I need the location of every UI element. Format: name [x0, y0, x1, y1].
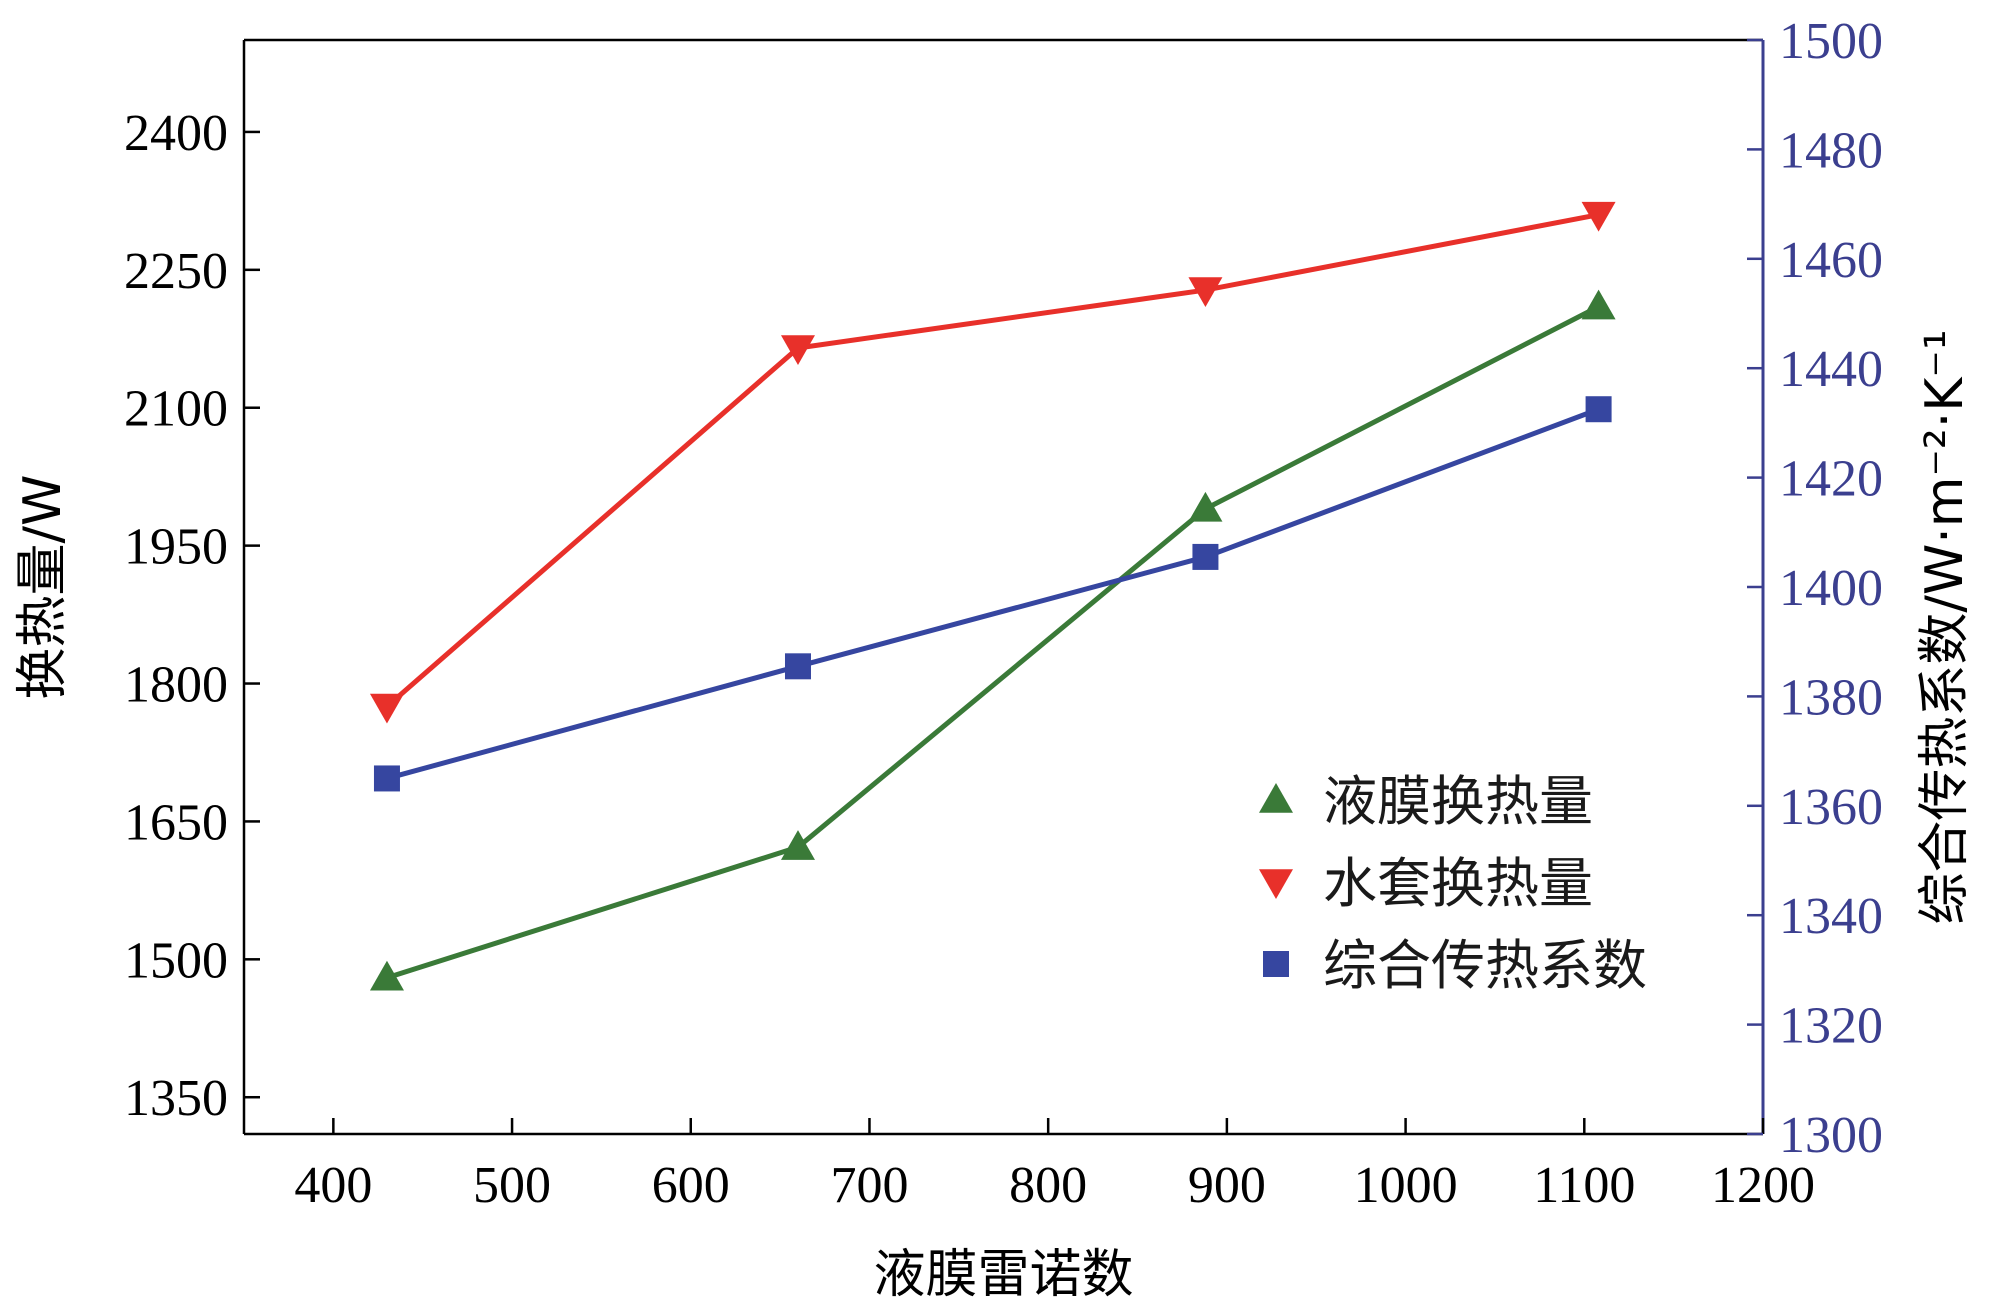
series-3	[373, 396, 1612, 792]
y-left-tick-label: 2100	[124, 381, 228, 438]
data-point	[784, 653, 811, 680]
data-point	[1188, 277, 1223, 308]
y-right-tick-label: 1480	[1779, 122, 1883, 179]
x-tick-label: 500	[473, 1157, 551, 1214]
y-right-axis-title: 综合传热系数/W·m⁻²·K⁻¹	[1915, 329, 1975, 924]
data-point	[1581, 201, 1616, 232]
data-point	[373, 765, 400, 792]
y-right-tick-label: 1340	[1779, 888, 1883, 945]
x-tick-label: 600	[652, 1157, 730, 1214]
series-line	[386, 304, 1600, 981]
y-right-tick-label: 1460	[1779, 232, 1883, 289]
y-right-tick-label: 1500	[1779, 13, 1883, 70]
x-tick-label: 400	[294, 1157, 372, 1214]
y-right-tick-label: 1360	[1779, 779, 1883, 836]
y-left-tick-label: 2400	[124, 105, 228, 162]
legend-marker	[1263, 951, 1289, 977]
y-left-tick-label: 2250	[124, 243, 228, 300]
y-left-axis-title: 换热量/W	[13, 475, 73, 700]
legend-marker	[1259, 783, 1293, 813]
data-point	[780, 335, 815, 365]
axes-layer: 400 500 600 700 800 900 1000 1100 1200 1350 1500 16…	[124, 13, 1883, 1214]
legend-label: 综合传热系数	[1323, 934, 1647, 997]
series-2	[369, 201, 1616, 724]
y-right-tick-label: 1320	[1779, 998, 1883, 1055]
x-axis-title: 液膜雷诺数	[873, 1245, 1133, 1305]
x-tick-label: 800	[1009, 1157, 1087, 1214]
legend-label: 水套换热量	[1323, 852, 1593, 915]
x-tick-label: 1000	[1354, 1157, 1458, 1214]
x-tick-label: 1100	[1533, 1157, 1635, 1214]
y-left-tick-label: 1950	[124, 519, 228, 576]
y-right-tick-label: 1420	[1779, 451, 1883, 508]
data-point	[1585, 396, 1612, 423]
data-point	[1581, 289, 1616, 320]
series-line	[385, 212, 1600, 709]
y-left-tick-label: 1800	[124, 657, 228, 714]
series-line	[386, 406, 1600, 781]
y-right-tick-label: 1300	[1779, 1107, 1883, 1164]
series-layer	[369, 201, 1616, 991]
y-right-tick-label: 1440	[1779, 341, 1883, 398]
y-right-tick-label: 1380	[1779, 669, 1883, 726]
y-right-tick-label: 1400	[1779, 560, 1883, 617]
y-left-tick-label: 1500	[124, 932, 228, 989]
data-point	[369, 960, 404, 991]
data-point	[1192, 543, 1219, 570]
series-1	[369, 289, 1616, 991]
x-tick-label: 700	[830, 1157, 908, 1214]
x-tick-label: 900	[1188, 1157, 1266, 1214]
x-tick-label: 1200	[1711, 1157, 1815, 1214]
data-point	[780, 830, 815, 860]
data-point	[369, 693, 404, 724]
data-point	[1188, 491, 1223, 522]
y-left-tick-label: 1350	[124, 1070, 228, 1127]
y-left-tick-label: 1650	[124, 794, 228, 851]
legend-label: 液膜换热量	[1323, 770, 1593, 833]
legend-marker	[1259, 869, 1293, 899]
